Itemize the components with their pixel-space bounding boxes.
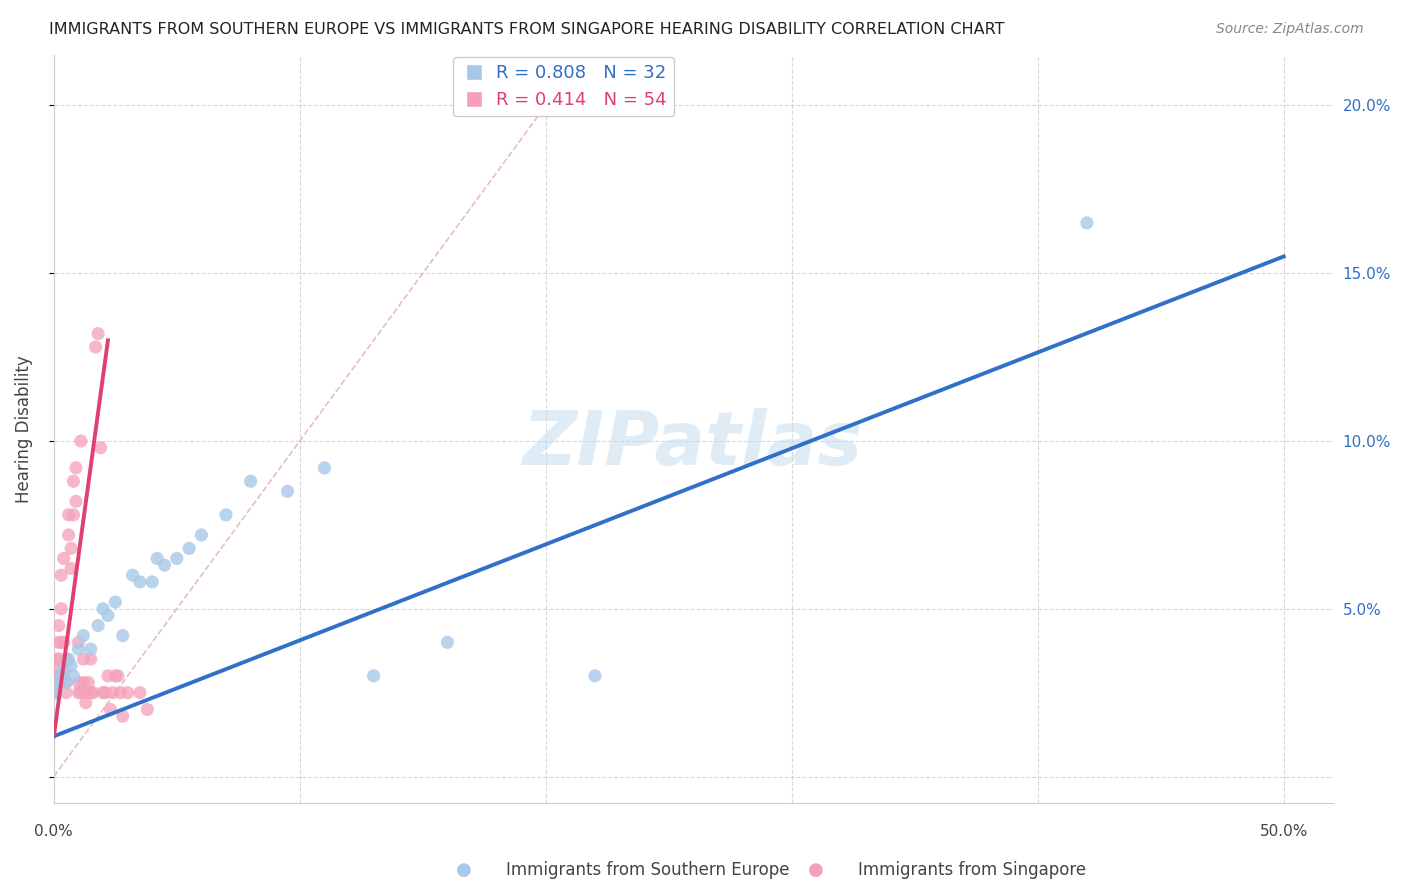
Point (72, 652, 94, 666)
Point (67, 642, 90, 657)
Point (146, 551, 169, 566)
Y-axis label: Hearing Disability: Hearing Disability (15, 355, 32, 503)
Point (52, 662, 75, 676)
Point (55, 686, 77, 700)
Point (62, 669, 84, 683)
Point (91, 601, 114, 615)
Point (48, 635, 70, 649)
Point (58, 508, 80, 522)
Point (82, 686, 104, 700)
Point (166, 551, 188, 566)
Point (45, 686, 67, 700)
Point (129, 574, 152, 589)
Point (51, 601, 73, 615)
Point (117, 686, 139, 700)
Point (62, 508, 84, 522)
Point (70, 686, 93, 700)
Point (80, 652, 103, 666)
Text: 50.0%: 50.0% (1260, 823, 1308, 838)
Point (363, 669, 385, 683)
Point (58, 528, 80, 542)
Point (97, 669, 120, 683)
Point (111, 709, 134, 723)
Point (60, 541, 83, 556)
Point (62, 475, 84, 489)
Text: Immigrants from Singapore: Immigrants from Singapore (858, 861, 1085, 879)
Point (276, 484, 298, 499)
Point (60, 561, 83, 575)
Point (104, 595, 127, 609)
Point (153, 558, 176, 573)
Point (48, 675, 70, 690)
Point (190, 528, 212, 542)
Point (141, 574, 163, 589)
Point (45, 675, 67, 690)
Point (75, 686, 97, 700)
Point (46, 669, 69, 683)
Point (48, 652, 70, 666)
Text: ZIPatlas: ZIPatlas (523, 408, 863, 481)
Point (51, 669, 73, 683)
Text: IMMIGRANTS FROM SOUTHERN EUROPE VS IMMIGRANTS FROM SINGAPORE HEARING DISABILITY : IMMIGRANTS FROM SOUTHERN EUROPE VS IMMIG… (49, 22, 1005, 37)
Point (55, 675, 77, 690)
Point (97, 608, 120, 623)
Point (314, 460, 336, 475)
Point (111, 629, 134, 643)
Point (65, 494, 87, 508)
Point (110, 686, 132, 700)
Point (94, 686, 117, 700)
Text: Source: ZipAtlas.com: Source: ZipAtlas.com (1216, 22, 1364, 37)
Point (121, 568, 143, 582)
Text: ●: ● (807, 861, 824, 879)
Point (90, 441, 112, 455)
Point (100, 702, 122, 716)
Text: 0.0%: 0.0% (35, 823, 73, 838)
Legend: R = 0.808   N = 32, R = 0.414   N = 54: R = 0.808 N = 32, R = 0.414 N = 54 (453, 57, 673, 116)
Point (107, 669, 129, 683)
Point (87, 618, 110, 632)
Point (129, 686, 152, 700)
Point (45, 652, 67, 666)
Point (45, 686, 67, 700)
Point (55, 675, 77, 690)
Point (104, 669, 127, 683)
Point (436, 635, 458, 649)
Point (215, 508, 238, 522)
Text: ●: ● (456, 861, 472, 879)
Point (52, 669, 75, 683)
Point (87, 326, 110, 341)
Point (70, 434, 93, 448)
Point (84, 340, 107, 354)
Point (72, 629, 94, 643)
Point (44, 675, 66, 690)
Point (1076, 216, 1098, 230)
Point (67, 675, 90, 690)
Point (72, 675, 94, 690)
Point (67, 635, 90, 649)
Point (58, 652, 80, 666)
Point (52, 551, 75, 566)
Point (136, 702, 159, 716)
Point (91, 686, 114, 700)
Point (48, 618, 70, 632)
Point (55, 652, 77, 666)
Point (77, 675, 100, 690)
Point (80, 686, 103, 700)
Point (44, 662, 66, 676)
Point (239, 475, 262, 489)
Text: Immigrants from Southern Europe: Immigrants from Southern Europe (506, 861, 790, 879)
Point (75, 696, 97, 710)
Point (65, 460, 87, 475)
Point (51, 568, 73, 582)
Point (60, 658, 83, 673)
Point (67, 686, 90, 700)
Point (52, 635, 75, 649)
Point (583, 669, 606, 683)
Point (80, 642, 103, 657)
Point (101, 686, 124, 700)
Point (179, 541, 201, 556)
Point (51, 635, 73, 649)
